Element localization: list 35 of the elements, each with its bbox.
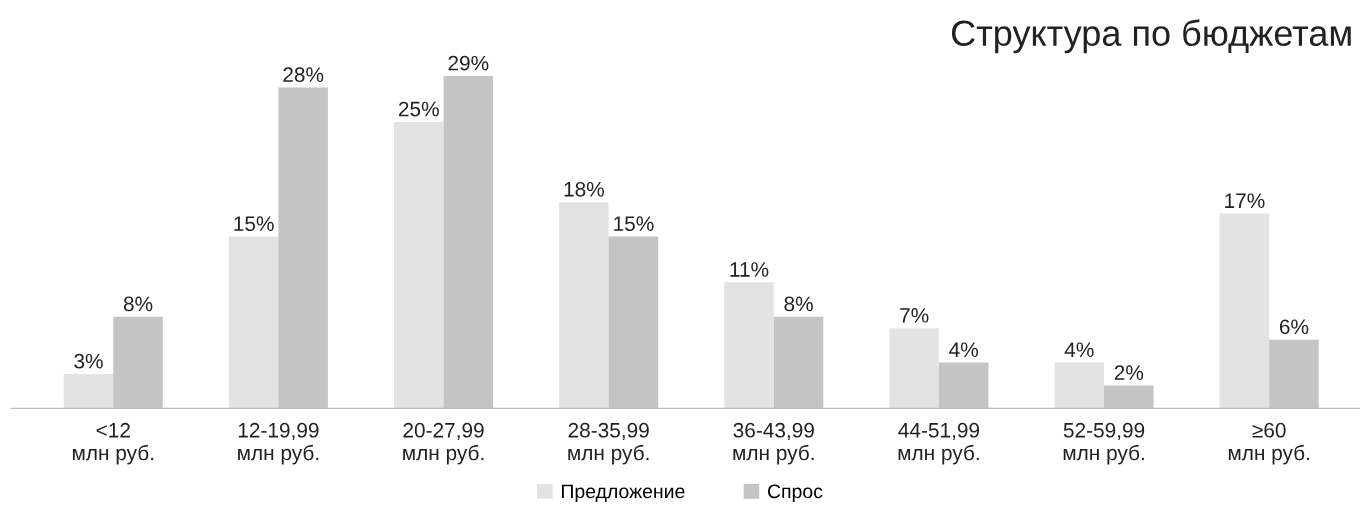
data-label: 15% xyxy=(234,216,274,232)
bar xyxy=(1219,213,1270,409)
x-tick-label: 12-19,99 млн руб. xyxy=(238,422,319,465)
data-label: 4% xyxy=(1064,342,1094,357)
data-label: 17% xyxy=(1225,193,1265,209)
bar xyxy=(228,236,279,409)
bar xyxy=(63,374,114,409)
legend-label: Спрос xyxy=(767,484,823,503)
data-label: 4% xyxy=(949,342,978,357)
chart-title: Структура по бюджетам xyxy=(951,19,1351,54)
bar xyxy=(724,282,774,409)
data-label: 15% xyxy=(614,216,654,232)
x-tick-label: 36-43,99 млн руб. xyxy=(733,422,814,465)
bar xyxy=(1054,362,1105,409)
x-tick-label: <12 млн руб. xyxy=(72,422,154,465)
data-label: 8% xyxy=(123,296,153,312)
x-tick-label: 52-59,99 млн руб. xyxy=(1063,422,1145,465)
bar xyxy=(889,328,939,409)
data-label: 7% xyxy=(900,308,929,323)
data-label: 6% xyxy=(1279,319,1309,335)
bar xyxy=(393,121,444,409)
data-label: 28% xyxy=(283,67,324,83)
data-label: 18% xyxy=(564,181,604,197)
data-label: 3% xyxy=(74,353,103,369)
x-tick-label: 28-35,99 млн руб. xyxy=(568,422,649,465)
x-tick-label: ≥60 млн руб. xyxy=(1228,422,1310,465)
x-tick-label: 20-27,99 млн руб. xyxy=(403,422,484,465)
x-tick-label: 44-51,99 млн руб. xyxy=(898,422,980,465)
data-label: 29% xyxy=(448,55,489,71)
data-label: 2% xyxy=(1114,365,1144,380)
data-label: 11% xyxy=(730,262,769,277)
data-label: 25% xyxy=(398,101,439,117)
legend-label: Предложение xyxy=(561,484,685,503)
bar xyxy=(559,202,609,409)
data-label: 8% xyxy=(784,296,813,312)
